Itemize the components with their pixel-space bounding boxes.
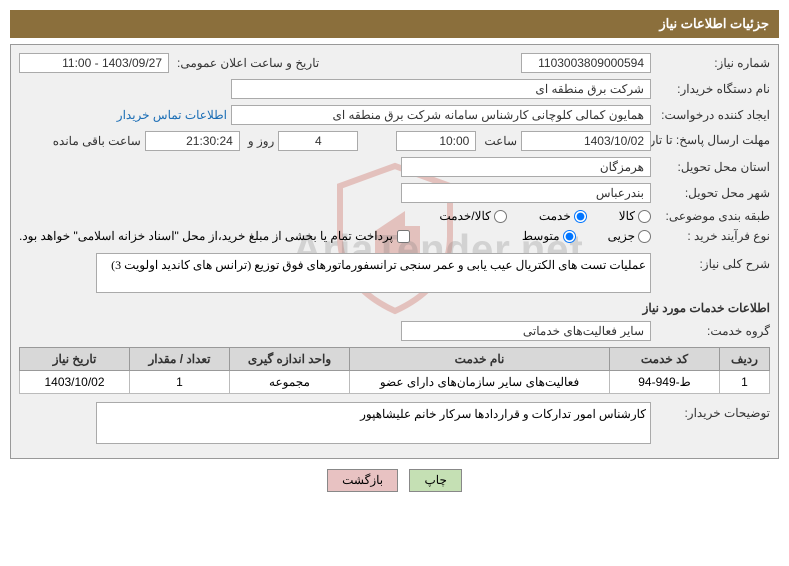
remaining-time-value: 21:30:24 [145,131,240,151]
desc-label: شرح کلی نیاز: [655,253,770,271]
row-service-group: گروه خدمت: سایر فعالیت‌های خدماتی [19,321,770,341]
radio-khedmat[interactable]: خدمت [539,209,587,223]
table-header-row: ردیف کد خدمت نام خدمت واحد اندازه گیری ت… [20,348,770,371]
buyer-org-label: نام دستگاه خریدار: [655,82,770,96]
services-table: ردیف کد خدمت نام خدمت واحد اندازه گیری ت… [19,347,770,394]
public-date-value: 1403/09/27 - 11:00 [19,53,169,73]
radio-medium[interactable]: متوسط [522,229,576,243]
radio-kala-khedmat-input[interactable] [494,210,507,223]
radio-kala-input[interactable] [638,210,651,223]
th-unit: واحد اندازه گیری [230,348,350,371]
th-date: تاریخ نیاز [20,348,130,371]
province-label: استان محل تحویل: [655,160,770,174]
row-category: طبقه بندی موضوعی: کالا خدمت کالا/خدمت [19,209,770,223]
row-desc: شرح کلی نیاز: [19,253,770,293]
row-deadline: مهلت ارسال پاسخ: تا تاریخ: 1403/10/02 سا… [19,131,770,151]
process-label: نوع فرآیند خرید : [655,229,770,243]
process-radio-group: جزیی متوسط [522,229,651,243]
print-button[interactable]: چاپ [409,469,461,492]
services-section-title: اطلاعات خدمات مورد نیاز [19,301,770,315]
buyer-notes-label: توضیحات خریدار: [655,402,770,420]
row-requester: ایجاد کننده درخواست: همایون کمالی کلوچان… [19,105,770,125]
cell-date: 1403/10/02 [20,371,130,394]
th-qty: تعداد / مقدار [130,348,230,371]
th-row: ردیف [720,348,770,371]
need-number-value: 1103003809000594 [521,53,651,73]
row-buyer-org: نام دستگاه خریدار: شرکت برق منطقه ای [19,79,770,99]
days-value: 4 [278,131,358,151]
remaining-label: ساعت باقی مانده [49,134,141,148]
radio-minor[interactable]: جزیی [608,229,651,243]
cell-unit: مجموعه [230,371,350,394]
radio-kala-khedmat-label: کالا/خدمت [439,209,490,223]
radio-kala-khedmat[interactable]: کالا/خدمت [439,209,506,223]
table-row: 1 ط-949-94 فعالیت‌های سایر سازمان‌های دا… [20,371,770,394]
city-value: بندرعباس [401,183,651,203]
service-group-value: سایر فعالیت‌های خدماتی [401,321,651,341]
payment-checkbox[interactable] [397,230,410,243]
need-number-label: شماره نیاز: [655,56,770,70]
radio-khedmat-input[interactable] [574,210,587,223]
payment-note-text: پرداخت تمام یا بخشی از مبلغ خرید،از محل … [19,229,393,243]
cell-name: فعالیت‌های سایر سازمان‌های دارای عضو [350,371,610,394]
service-group-label: گروه خدمت: [655,324,770,338]
cell-code: ط-949-94 [610,371,720,394]
cell-qty: 1 [130,371,230,394]
desc-textarea [96,253,651,293]
province-value: هرمزگان [401,157,651,177]
row-city: شهر محل تحویل: بندرعباس [19,183,770,203]
deadline-label: مهلت ارسال پاسخ: تا تاریخ: [655,133,770,149]
radio-medium-label: متوسط [522,229,560,243]
city-label: شهر محل تحویل: [655,186,770,200]
row-process: نوع فرآیند خرید : جزیی متوسط پرداخت تمام… [19,229,770,243]
radio-kala-label: کالا [619,209,635,223]
row-buyer-notes: توضیحات خریدار: [19,402,770,444]
page-title: جزئیات اطلاعات نیاز [659,16,769,31]
radio-medium-input[interactable] [563,230,576,243]
button-row: چاپ بازگشت [10,469,779,492]
th-code: کد خدمت [610,348,720,371]
time-label: ساعت [480,134,517,148]
buyer-notes-textarea [96,402,651,444]
th-name: نام خدمت [350,348,610,371]
main-panel: AriaTender.net شماره نیاز: 1103003809000… [10,44,779,459]
radio-minor-label: جزیی [608,229,635,243]
page-header: جزئیات اطلاعات نیاز [10,10,779,38]
radio-minor-input[interactable] [638,230,651,243]
requester-value: همایون کمالی کلوچانی کارشناس سامانه شرکت… [231,105,651,125]
cell-row: 1 [720,371,770,394]
buyer-contact-link[interactable]: اطلاعات تماس خریدار [117,108,227,122]
buyer-org-value: شرکت برق منطقه ای [231,79,651,99]
category-radio-group: کالا خدمت کالا/خدمت [439,209,651,223]
payment-note-line: پرداخت تمام یا بخشی از مبلغ خرید،از محل … [19,229,410,243]
radio-khedmat-label: خدمت [539,209,571,223]
radio-kala[interactable]: کالا [619,209,651,223]
days-label: روز و [244,134,275,148]
deadline-date-value: 1403/10/02 [521,131,651,151]
deadline-time-value: 10:00 [396,131,476,151]
row-province: استان محل تحویل: هرمزگان [19,157,770,177]
category-label: طبقه بندی موضوعی: [655,209,770,223]
public-date-label: تاریخ و ساعت اعلان عمومی: [173,56,319,70]
requester-label: ایجاد کننده درخواست: [655,108,770,122]
back-button[interactable]: بازگشت [327,469,398,492]
row-need-number: شماره نیاز: 1103003809000594 تاریخ و ساع… [19,53,770,73]
